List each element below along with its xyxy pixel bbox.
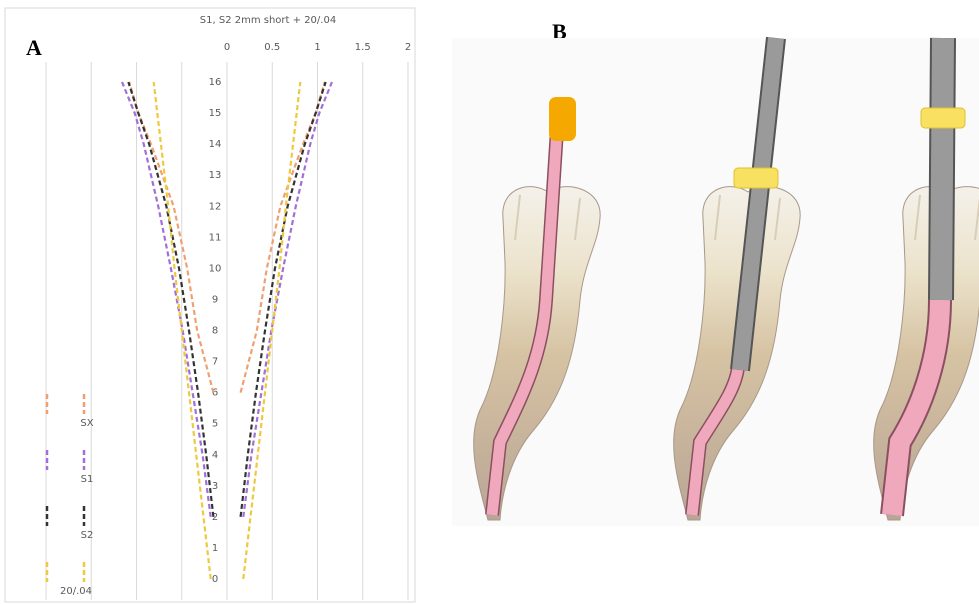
y-tick-label: 0 — [212, 574, 218, 585]
legend-label: SX — [80, 418, 93, 429]
y-tick-label: 15 — [209, 108, 222, 119]
y-tick-label: 10 — [209, 263, 222, 274]
y-tick-label: 9 — [212, 294, 218, 305]
panel-label: A — [26, 35, 42, 60]
y-tick-label: 1 — [212, 543, 218, 554]
page: A B S1, S2 2mm short + 20/.04 00.511.520… — [0, 0, 979, 605]
legend-label: S1 — [81, 474, 94, 485]
x-tick-label: 1.5 — [355, 42, 371, 53]
x-tick-label: 0.5 — [264, 42, 280, 53]
cap — [549, 97, 576, 141]
x-tick-label: 1 — [314, 42, 320, 53]
y-tick-label: 8 — [212, 326, 218, 337]
y-tick-label: 3 — [212, 481, 218, 492]
y-tick-label: 11 — [209, 232, 222, 243]
figure: A B S1, S2 2mm short + 20/.04 00.511.520… — [0, 0, 979, 605]
x-tick-label: 0 — [224, 42, 230, 53]
illustration — [452, 38, 979, 526]
y-tick-label: 14 — [209, 139, 222, 150]
y-tick-label: 16 — [209, 77, 222, 88]
legend-label: 20/.04 — [60, 586, 92, 597]
y-tick-label: 7 — [212, 357, 218, 368]
y-tick-label: 5 — [212, 419, 218, 430]
y-tick-label: 12 — [209, 201, 222, 212]
x-tick-label: 2 — [405, 42, 411, 53]
chart-title: S1, S2 2mm short + 20/.04 — [200, 15, 336, 26]
y-tick-label: 4 — [212, 450, 218, 461]
y-tick-label: 13 — [209, 170, 222, 181]
legend-label: S2 — [81, 530, 94, 541]
